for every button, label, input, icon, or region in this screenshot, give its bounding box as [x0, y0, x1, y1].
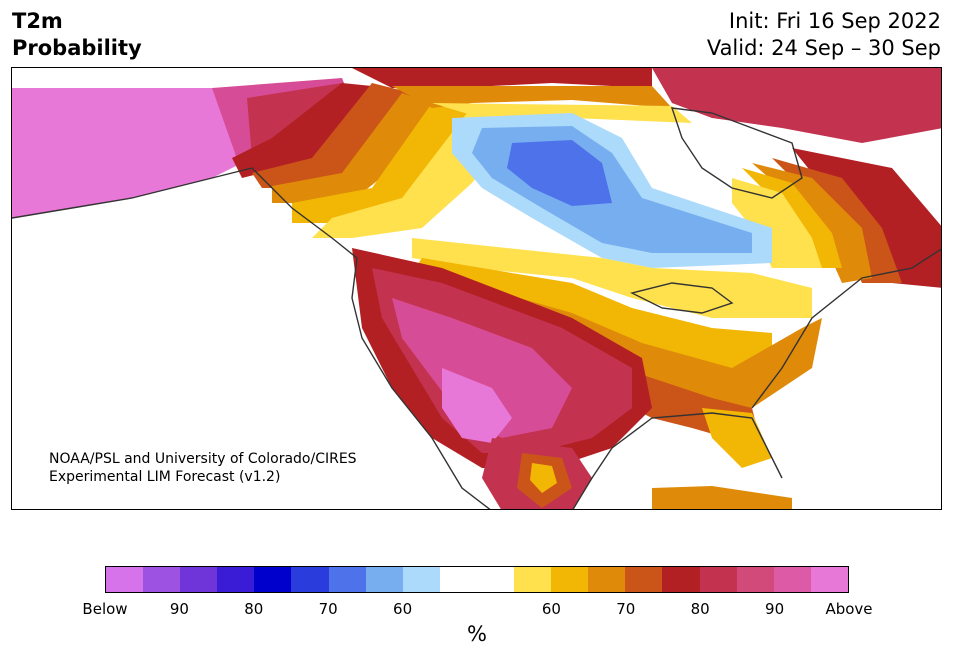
- colorbar-segment: [736, 567, 774, 592]
- forecast-map: [11, 67, 942, 510]
- colorbar-segment: [773, 567, 811, 592]
- chart-title: T2m Probability: [12, 8, 142, 62]
- region-mexico-65: [530, 463, 557, 493]
- region-southwest-max: [442, 368, 512, 443]
- colorbar-tick-label: Above: [825, 600, 873, 618]
- coastlines: [12, 107, 941, 509]
- region-west-band-70: [272, 93, 442, 203]
- region-central-60: [412, 238, 812, 318]
- coastline-east: [751, 248, 941, 409]
- colorbar-tick-label: 80: [690, 600, 710, 618]
- colorbar-tick-label: Below: [82, 600, 128, 618]
- colorbar-segment: [588, 567, 626, 592]
- title-variable: T2m: [12, 9, 63, 33]
- colorbar-segment: [810, 567, 848, 592]
- region-west-band-65: [292, 103, 482, 223]
- title-metric: Probability: [12, 36, 142, 60]
- colorbar-tick-label: 70: [318, 600, 338, 618]
- colorbar-segment: [365, 567, 403, 592]
- colorbar-unit: %: [467, 622, 487, 646]
- region-north-top-80: [352, 68, 652, 88]
- init-date: Init: Fri 16 Sep 2022: [728, 9, 941, 33]
- region-caribbean-70: [652, 486, 792, 509]
- colorbar-segment: [143, 567, 181, 592]
- colorbar-segment: [699, 567, 737, 592]
- colorbar-tick-label: 70: [616, 600, 636, 618]
- region-quebec-60: [732, 178, 822, 268]
- region-ne-canada-85: [652, 68, 941, 143]
- colorbar-segment: [514, 567, 552, 592]
- colorbar-segment: [439, 567, 477, 592]
- colorbar-tick-label: 60: [541, 600, 561, 618]
- credit-text: NOAA/PSL and University of Colorado/CIRE…: [49, 450, 357, 486]
- region-north-top-70: [392, 86, 672, 108]
- coastline-gulf: [572, 412, 783, 509]
- colorbar-segment: [291, 567, 329, 592]
- coastline-great-lakes: [629, 282, 734, 314]
- map-canvas: [12, 68, 941, 509]
- credit-line-1: NOAA/PSL and University of Colorado/CIRE…: [49, 451, 357, 467]
- region-cold-70: [507, 140, 612, 206]
- colorbar-tick-label: 90: [169, 600, 189, 618]
- colorbar-tick-label: 80: [244, 600, 264, 618]
- valid-range: Valid: 24 Sep – 30 Sep: [706, 36, 941, 60]
- colorbar-segment: [217, 567, 255, 592]
- colorbar-segment: [402, 567, 440, 592]
- colorbar-segment: [254, 567, 292, 592]
- colorbar-segment: [106, 567, 144, 592]
- region-southwest-90: [392, 298, 572, 438]
- region-central-65: [412, 258, 772, 368]
- colorbar-tick-label: 90: [765, 600, 785, 618]
- region-west-band-75: [252, 83, 412, 188]
- region-alaska-above: [12, 88, 252, 218]
- coastline-hudson-bay: [670, 107, 803, 199]
- colorbar-segment: [662, 567, 700, 592]
- forecast-dates: Init: Fri 16 Sep 2022 Valid: 24 Sep – 30…: [707, 8, 941, 62]
- colorbar-segment: [180, 567, 218, 592]
- region-west-band-80: [232, 83, 392, 178]
- colorbar-segment: [625, 567, 663, 592]
- colorbar-segment: [328, 567, 366, 592]
- credit-line-2: Experimental LIM Forecast (v1.2): [49, 469, 281, 485]
- colorbar: [105, 566, 849, 593]
- colorbar-segment: [476, 567, 515, 592]
- colorbar-tick-label: 60: [393, 600, 413, 618]
- probability-fields: [12, 68, 941, 509]
- coastline-west: [12, 167, 491, 509]
- colorbar-segment: [551, 567, 589, 592]
